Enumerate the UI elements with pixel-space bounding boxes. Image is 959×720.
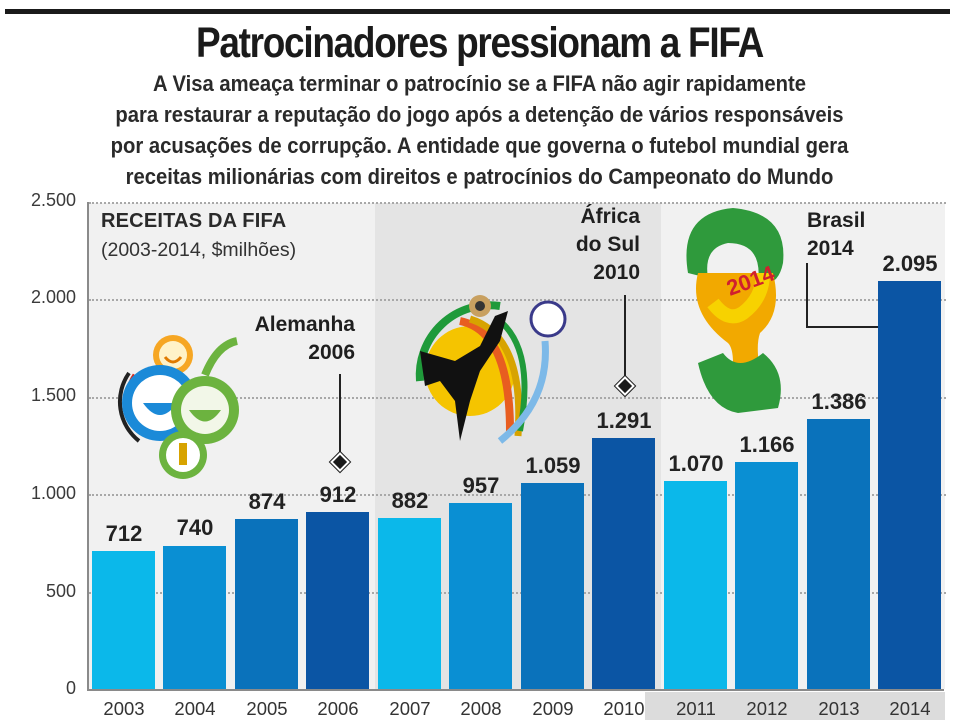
y-tick: 2.000 <box>30 287 76 307</box>
bar-2013 <box>807 419 870 690</box>
annotation-south-africa: África do Sul 2010 <box>520 203 640 287</box>
x-tick-label: 2010 <box>603 698 645 719</box>
bar-2004 <box>163 546 226 690</box>
world-cup-2014-logo-icon: 2014 <box>686 208 784 413</box>
bar-2003 <box>92 551 155 690</box>
gridline <box>89 494 946 496</box>
gridline <box>89 592 946 594</box>
subtitle-line: A Visa ameaça terminar o patrocínio se a… <box>152 71 807 96</box>
subtitle-line: para restaurar a reputação do jogo após … <box>115 102 844 127</box>
x-tick-label: 2011 <box>676 698 716 719</box>
annotation-brazil-line: Brasil <box>807 209 866 232</box>
bar-2012 <box>735 462 798 690</box>
value-label: 912 <box>319 482 357 507</box>
bar-2005 <box>235 519 298 690</box>
x-tick-label: 2009 <box>532 698 574 719</box>
bar-2010 <box>592 438 655 690</box>
subtitle-line: por acusações de corrupção. A entidade q… <box>110 133 849 158</box>
subtitle: A Visa ameaça terminar o patrocínio se a… <box>48 68 911 192</box>
x-tick-label: 2007 <box>389 698 431 719</box>
bar-chart: 2.500 2.000 1.500 1.000 500 0 RECEITAS D… <box>0 190 959 720</box>
chart-title: RECEITAS DA FIFA <box>101 210 287 232</box>
x-axis-band-2011-2014 <box>645 692 945 720</box>
value-label: 1.070 <box>668 451 724 476</box>
x-tick-label: 2003 <box>103 698 145 719</box>
world-cup-2010-logo-icon <box>415 295 567 444</box>
annotation-germany-line: 2006 <box>308 341 355 364</box>
y-tick: 2.500 <box>30 190 76 210</box>
x-axis <box>87 689 944 691</box>
gridline <box>89 202 946 204</box>
x-tick-label: 2008 <box>460 698 502 719</box>
world-cup-2006-logo-icon <box>117 335 239 479</box>
bar-2008 <box>449 503 512 690</box>
annotation-south-africa-line: África <box>580 205 640 228</box>
annotation-south-africa-line: do Sul <box>575 233 640 256</box>
bar-2009 <box>521 483 584 690</box>
value-label: 1.386 <box>811 389 867 414</box>
chart-subtitle: (2003-2014, $milhões) <box>101 239 297 261</box>
annotation-brazil: Brasil 2014 <box>760 207 880 263</box>
annotation-germany: Alemanha 2006 <box>200 311 355 367</box>
y-tick: 0 <box>65 678 76 698</box>
gridline <box>89 299 946 301</box>
x-tick-label: 2013 <box>818 698 860 719</box>
subtitle-line: receitas milionárias com direitos e patr… <box>125 164 834 189</box>
value-label: 740 <box>176 515 214 540</box>
leader-line-brazil <box>806 263 808 328</box>
value-label: 2.095 <box>882 251 938 276</box>
x-tick-label: 2006 <box>317 698 359 719</box>
y-tick: 1.000 <box>30 483 76 503</box>
leader-line-brazil-horizontal <box>806 326 906 328</box>
x-tick-label: 2005 <box>246 698 288 719</box>
value-label: 712 <box>105 521 143 546</box>
x-tick-label: 2014 <box>889 698 931 719</box>
bar-2006 <box>306 512 369 690</box>
x-tick-label: 2004 <box>174 698 216 719</box>
value-label: 1.166 <box>739 432 795 457</box>
annotation-germany-line: Alemanha <box>254 313 355 336</box>
x-tick-label: 2012 <box>746 698 788 719</box>
value-label: 874 <box>248 489 286 514</box>
value-label: 1.291 <box>596 408 652 433</box>
page-title: Patrocinadores pressionam a FIFA <box>195 19 764 67</box>
annotation-south-africa-line: 2010 <box>593 261 640 284</box>
bar-2014 <box>878 281 941 690</box>
leader-line-south-africa <box>624 295 626 383</box>
y-tick: 500 <box>45 581 76 601</box>
value-label: 957 <box>462 473 500 498</box>
value-label: 1.059 <box>525 453 581 478</box>
top-rule <box>5 9 950 14</box>
annotation-brazil-line: 2014 <box>807 237 854 260</box>
bar-2011 <box>664 481 727 690</box>
leader-line-germany <box>339 374 341 461</box>
bar-2007 <box>378 518 441 690</box>
y-axis <box>87 202 89 691</box>
value-label: 882 <box>391 488 429 513</box>
y-tick: 1.500 <box>30 385 76 405</box>
